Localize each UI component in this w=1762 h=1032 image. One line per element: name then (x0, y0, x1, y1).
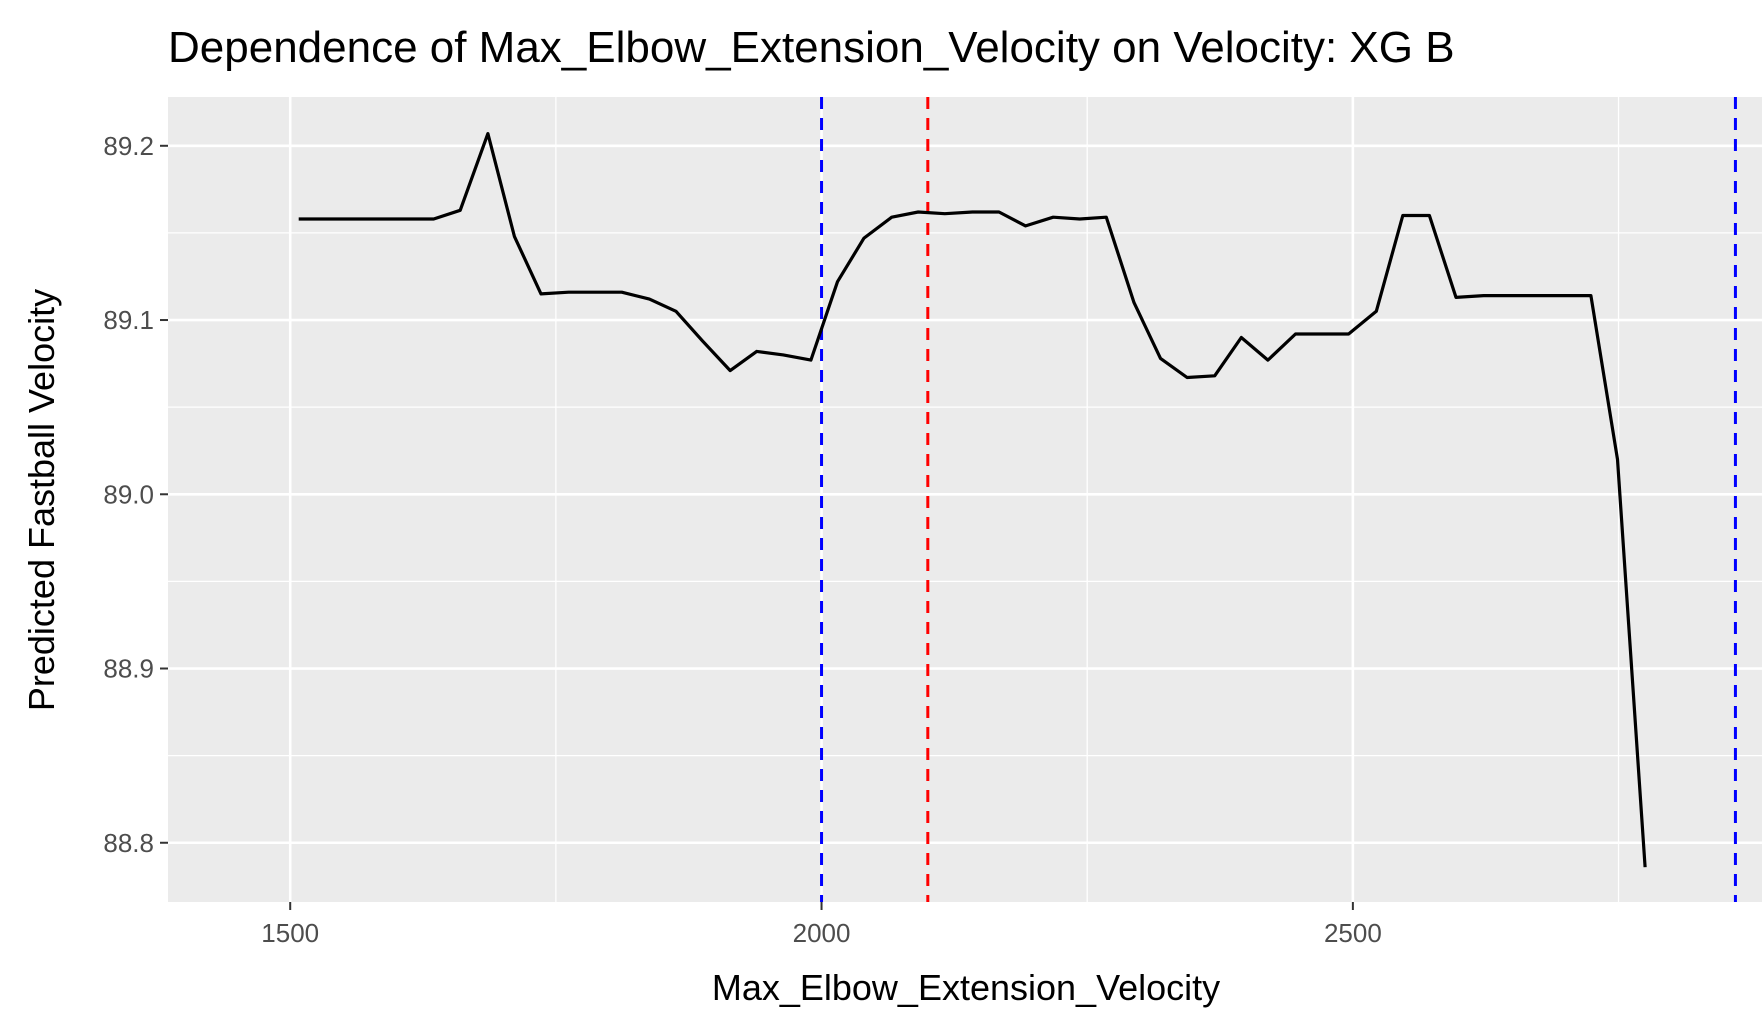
y-tick-label: 89.2 (103, 131, 154, 161)
y-axis-title: Predicted Fastball Velocity (21, 289, 62, 711)
x-tick-label: 1500 (261, 918, 319, 948)
x-tick-label: 2500 (1324, 918, 1382, 948)
y-tick-label: 89.1 (103, 305, 154, 335)
x-axis-title: Max_Elbow_Extension_Velocity (712, 967, 1220, 1008)
plot-panel (168, 97, 1762, 902)
y-tick-label: 88.9 (103, 654, 154, 684)
y-tick-label: 88.8 (103, 828, 154, 858)
series-line (298, 132, 1647, 868)
x-tick-label: 2000 (793, 918, 851, 948)
chart-title: Dependence of Max_Elbow_Extension_Veloci… (168, 23, 1455, 72)
x-axis: 1500 2000 2500 (261, 902, 1382, 948)
y-axis: 88.8 88.9 89.0 89.1 89.2 (103, 131, 168, 858)
reference-lines (820, 97, 1737, 902)
series-group (298, 132, 1647, 868)
y-tick-label: 89.0 (103, 479, 154, 509)
